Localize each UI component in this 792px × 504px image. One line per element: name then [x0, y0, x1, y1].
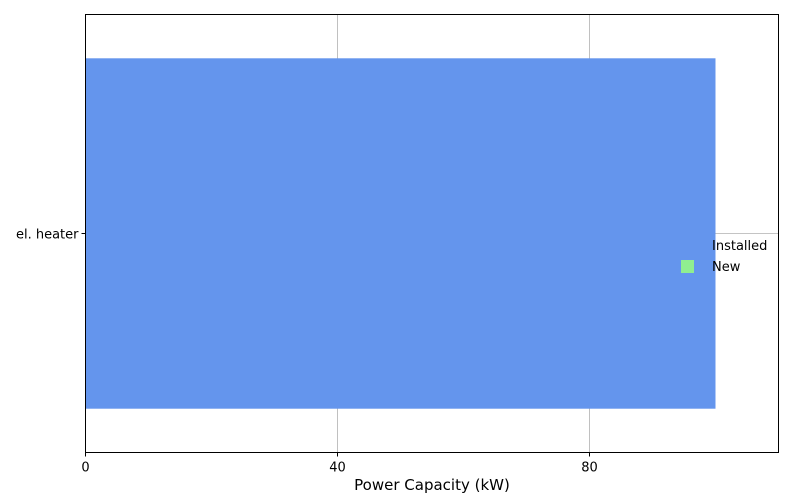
y-axis-ticks: el. heater [16, 228, 86, 243]
bars [85, 58, 716, 409]
x-tick-label: 80 [581, 461, 598, 476]
x-tick-label: 40 [329, 461, 346, 476]
y-tick-label: el. heater [16, 228, 79, 243]
legend: Installed New [681, 239, 767, 275]
x-axis-ticks: 0 40 80 [81, 452, 598, 476]
legend-swatch-new [681, 260, 694, 273]
legend-label-new: New [712, 260, 741, 275]
x-tick-label: 0 [81, 461, 89, 476]
legend-label-installed: Installed [712, 239, 767, 254]
bar-installed [85, 58, 716, 409]
x-axis-label: Power Capacity (kW) [354, 476, 510, 494]
